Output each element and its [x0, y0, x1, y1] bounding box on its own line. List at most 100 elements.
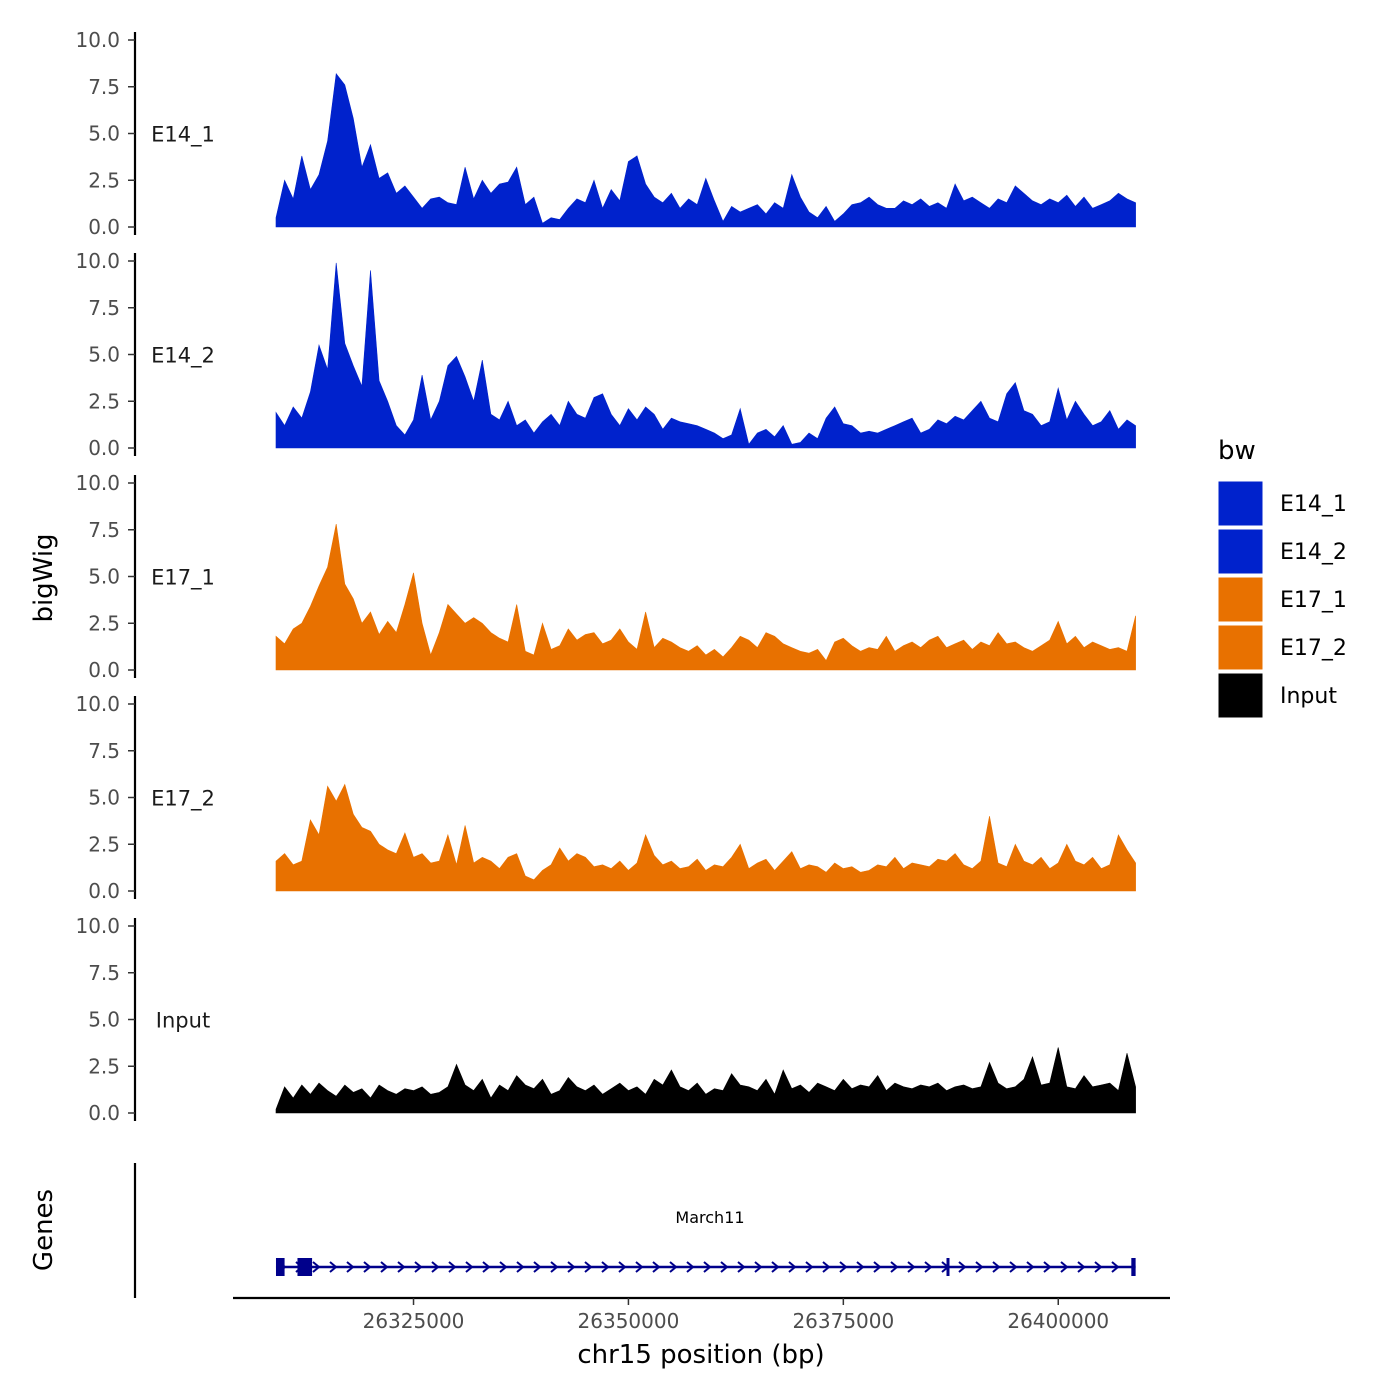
y-tick-label: 7.5: [88, 961, 120, 985]
gene-exon: [275, 1258, 285, 1276]
signal-area-Input: [275, 1047, 1136, 1114]
gene-exon: [946, 1258, 950, 1276]
y-tick-label: 10.0: [75, 692, 120, 716]
y-tick-label: 2.5: [88, 611, 120, 635]
y-tick-label: 0.0: [88, 215, 120, 239]
facet-label-E17_2: E17_2: [151, 787, 215, 812]
strand-arrow: [669, 1261, 678, 1273]
legend-label-E17_2: E17_2: [1280, 636, 1347, 661]
strand-arrow: [822, 1261, 831, 1273]
strand-arrow: [839, 1261, 848, 1273]
strand-arrow: [431, 1261, 440, 1273]
legend-swatch-E14_1: [1217, 480, 1264, 527]
strand-arrow: [550, 1261, 559, 1273]
strand-arrow: [499, 1261, 508, 1273]
signal-area-E17_1: [275, 524, 1136, 671]
facet-label-E17_1: E17_1: [151, 566, 215, 591]
legend-swatch-E17_1: [1217, 576, 1264, 623]
strand-arrow: [1111, 1261, 1120, 1273]
y-tick-label: 5.0: [88, 343, 120, 367]
panel-E14_2: 0.0 2.5 5.0 7.5 10.0 E14_2: [75, 249, 1136, 460]
strand-arrow: [414, 1261, 423, 1273]
signal-panels: 0.0 2.5 5.0 7.5 10.0 E14_1 0.0 2.5 5.0 7.5 10.0 E14…: [75, 28, 1136, 1125]
strand-arrow: [856, 1261, 865, 1273]
strand-arrow: [465, 1261, 474, 1273]
y-tick-label: 5.0: [88, 565, 120, 589]
legend-label-E17_1: E17_1: [1280, 588, 1347, 613]
strand-arrow: [635, 1261, 644, 1273]
gene-exon: [297, 1258, 313, 1276]
strand-arrow: [703, 1261, 712, 1273]
strand-arrow: [312, 1261, 321, 1273]
x-tick-label: 26350000: [578, 1309, 680, 1333]
gene-track: Genes March11: [29, 1163, 1136, 1298]
y-tick-label: 7.5: [88, 75, 120, 99]
y-tick-label: 2.5: [88, 389, 120, 413]
y-tick-label: 7.5: [88, 739, 120, 763]
legend-title: bw: [1218, 436, 1256, 466]
strand-arrow: [397, 1261, 406, 1273]
panel-E17_2: 0.0 2.5 5.0 7.5 10.0 E17_2: [75, 692, 1136, 903]
strand-arrow: [363, 1261, 372, 1273]
strand-arrow: [448, 1261, 457, 1273]
gene-exon: [1131, 1258, 1136, 1276]
strand-arrow: [805, 1261, 814, 1273]
y-tick-label: 0.0: [88, 436, 120, 460]
strand-arrow: [482, 1261, 491, 1273]
strand-arrow: [686, 1261, 695, 1273]
y-tick-label: 2.5: [88, 1054, 120, 1078]
strand-arrow: [873, 1261, 882, 1273]
gene-label: March11: [675, 1208, 744, 1227]
strand-arrow: [992, 1261, 1001, 1273]
strand-arrow: [1060, 1261, 1069, 1273]
signal-area-E14_2: [275, 262, 1136, 449]
facet-label-E14_2: E14_2: [151, 344, 215, 369]
legend-label-E14_1: E14_1: [1280, 492, 1347, 517]
strand-arrow: [1043, 1261, 1052, 1273]
x-tick-label: 26400000: [1007, 1309, 1109, 1333]
strand-arrow: [1026, 1261, 1035, 1273]
strand-arrow: [754, 1261, 763, 1273]
strand-arrow: [720, 1261, 729, 1273]
strand-arrow: [533, 1261, 542, 1273]
y-tick-label: 5.0: [88, 1008, 120, 1032]
strand-arrow: [380, 1261, 389, 1273]
y-tick-label: 5.0: [88, 122, 120, 146]
y-tick-label: 5.0: [88, 786, 120, 810]
legend-label-E14_2: E14_2: [1280, 540, 1347, 565]
x-tick-label: 26325000: [363, 1309, 465, 1333]
strand-arrow: [516, 1261, 525, 1273]
strand-arrow: [1009, 1261, 1018, 1273]
legend-swatch-E14_2: [1217, 528, 1264, 575]
facet-label-Input: Input: [156, 1009, 210, 1033]
x-ticks: 26325000 26350000 26375000 26400000: [363, 1298, 1109, 1333]
y-tick-label: 0.0: [88, 658, 120, 682]
y-tick-label: 10.0: [75, 471, 120, 495]
strand-arrow: [788, 1261, 797, 1273]
y-axis-title: bigWig: [29, 533, 59, 622]
strand-arrow: [1094, 1261, 1103, 1273]
strand-arrow: [567, 1261, 576, 1273]
gene-body: [275, 1258, 1136, 1276]
y-tick-label: 2.5: [88, 168, 120, 192]
y-tick-label: 0.0: [88, 1101, 120, 1125]
y-tick-label: 0.0: [88, 879, 120, 903]
gene-axis-title: Genes: [29, 1189, 59, 1271]
signal-area-E17_2: [275, 783, 1136, 892]
strand-arrow: [975, 1261, 984, 1273]
strand-arrow: [618, 1261, 627, 1273]
strand-arrow: [771, 1261, 780, 1273]
x-tick-label: 26375000: [792, 1309, 894, 1333]
strand-arrow: [924, 1261, 933, 1273]
strand-arrow: [907, 1261, 916, 1273]
y-tick-label: 10.0: [75, 249, 120, 273]
panel-E17_1: 0.0 2.5 5.0 7.5 10.0 E17_1: [75, 471, 1136, 682]
y-tick-label: 2.5: [88, 832, 120, 856]
strand-arrow: [890, 1261, 899, 1273]
legend-swatch-E17_2: [1217, 624, 1264, 671]
panel-Input: 0.0 2.5 5.0 7.5 10.0 Input: [75, 914, 1136, 1125]
strand-arrow: [652, 1261, 661, 1273]
strand-arrow: [329, 1261, 338, 1273]
strand-arrow: [1077, 1261, 1086, 1273]
